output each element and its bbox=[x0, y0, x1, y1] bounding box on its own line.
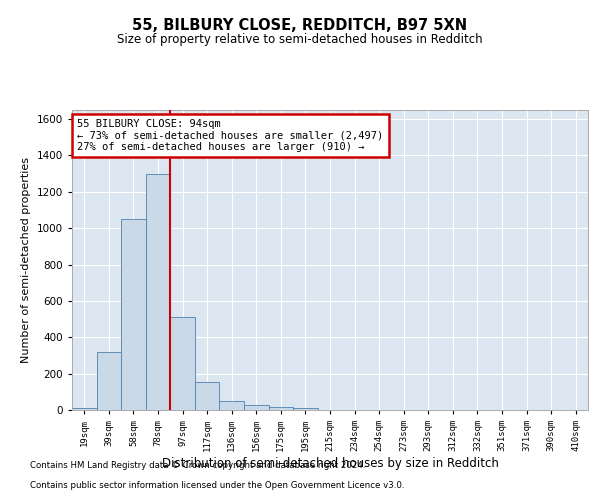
X-axis label: Distribution of semi-detached houses by size in Redditch: Distribution of semi-detached houses by … bbox=[161, 457, 499, 470]
Text: Contains public sector information licensed under the Open Government Licence v3: Contains public sector information licen… bbox=[30, 481, 404, 490]
Bar bbox=[244, 406, 269, 410]
Bar bbox=[170, 318, 195, 410]
Bar bbox=[121, 219, 146, 410]
Bar bbox=[195, 382, 220, 410]
Bar bbox=[269, 408, 293, 410]
Text: 55, BILBURY CLOSE, REDDITCH, B97 5XN: 55, BILBURY CLOSE, REDDITCH, B97 5XN bbox=[133, 18, 467, 32]
Text: 55 BILBURY CLOSE: 94sqm
← 73% of semi-detached houses are smaller (2,497)
27% of: 55 BILBURY CLOSE: 94sqm ← 73% of semi-de… bbox=[77, 119, 383, 152]
Bar bbox=[72, 408, 97, 410]
Bar bbox=[293, 408, 318, 410]
Bar bbox=[97, 352, 121, 410]
Y-axis label: Number of semi-detached properties: Number of semi-detached properties bbox=[21, 157, 31, 363]
Text: Contains HM Land Registry data © Crown copyright and database right 2024.: Contains HM Land Registry data © Crown c… bbox=[30, 461, 365, 470]
Text: Size of property relative to semi-detached houses in Redditch: Size of property relative to semi-detach… bbox=[117, 32, 483, 46]
Bar bbox=[220, 401, 244, 410]
Bar bbox=[146, 174, 170, 410]
